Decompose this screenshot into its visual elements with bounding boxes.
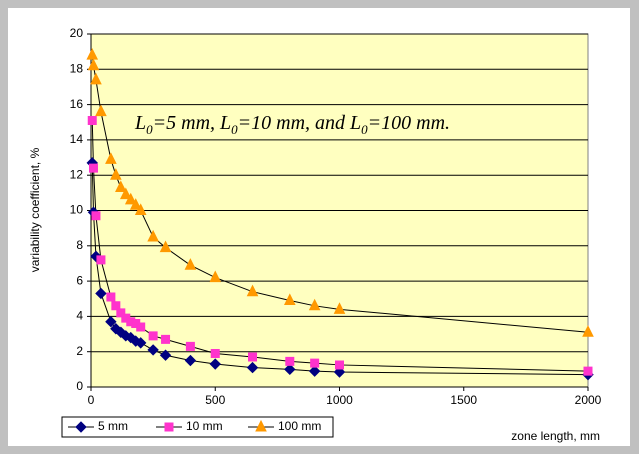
marker (110, 168, 122, 180)
y-tick-label: 18 (70, 61, 84, 75)
annotation-subscript: 0 (146, 122, 153, 137)
marker (105, 315, 117, 328)
y-tick-label: 6 (76, 273, 83, 287)
marker (134, 337, 147, 349)
annotation-subscript: 0 (231, 122, 238, 137)
y-axis-label: variability coefficient, % (28, 147, 42, 272)
y-tick-label: 20 (70, 26, 84, 40)
marker (159, 240, 172, 253)
marker (210, 348, 220, 358)
annotation-text: =100 mm. (368, 112, 450, 134)
marker (95, 104, 107, 117)
marker (115, 180, 127, 193)
marker (308, 298, 321, 311)
marker (284, 363, 296, 376)
annotation-subscript: 0 (361, 122, 368, 137)
marker (88, 163, 98, 173)
annotation-text: =5 mm, L (153, 112, 232, 134)
marker (283, 293, 296, 306)
marker (308, 365, 321, 377)
marker (75, 421, 87, 433)
marker (87, 58, 100, 71)
legend-box (61, 416, 334, 438)
marker (134, 203, 147, 215)
marker (148, 331, 158, 341)
marker (96, 255, 106, 265)
marker (95, 287, 107, 300)
marker (136, 322, 146, 332)
marker (124, 192, 137, 205)
marker (147, 344, 159, 356)
marker (119, 187, 132, 200)
marker (310, 358, 320, 368)
marker (582, 325, 594, 337)
y-tick-label: 16 (70, 97, 84, 111)
marker (129, 198, 142, 210)
marker (333, 366, 346, 378)
marker (86, 48, 99, 60)
x-tick-label: 0 (88, 393, 95, 407)
marker (164, 422, 174, 432)
marker (246, 284, 259, 297)
marker (147, 229, 159, 242)
x-tick-label: 2000 (575, 393, 602, 407)
marker (248, 352, 258, 362)
annotation-text: L (134, 112, 146, 134)
marker (90, 72, 102, 85)
marker (583, 366, 593, 376)
legend-label: 100 mm (278, 419, 321, 433)
legend-label: 10 mm (186, 419, 223, 433)
y-tick-label: 0 (76, 379, 83, 393)
y-tick-label: 2 (76, 344, 83, 358)
x-axis-label: zone length, mm (511, 429, 600, 443)
marker (209, 358, 221, 370)
y-tick-label: 14 (70, 132, 84, 146)
marker (105, 152, 117, 164)
marker (91, 211, 101, 221)
annotation: L0=5 mm, L0=10 mm, and L0=100 mm. (134, 112, 450, 138)
legend-label: 5 mm (98, 419, 128, 433)
marker (209, 270, 222, 283)
marker (246, 361, 259, 374)
marker (184, 258, 197, 270)
marker (161, 334, 171, 344)
y-tick-label: 10 (70, 203, 84, 217)
marker (333, 302, 346, 314)
x-tick-label: 1000 (326, 393, 353, 407)
y-tick-label: 4 (76, 309, 83, 323)
x-tick-label: 500 (205, 393, 225, 407)
annotation-text: =10 mm, and L (238, 112, 362, 134)
marker (335, 360, 344, 370)
y-tick-label: 12 (70, 167, 84, 181)
marker (185, 341, 195, 351)
marker (87, 115, 97, 125)
marker (255, 419, 267, 432)
marker (285, 356, 295, 366)
marker (159, 349, 172, 361)
marker (106, 292, 116, 302)
y-tick-label: 8 (76, 238, 83, 252)
marker (184, 354, 197, 367)
x-tick-label: 1500 (450, 393, 477, 407)
